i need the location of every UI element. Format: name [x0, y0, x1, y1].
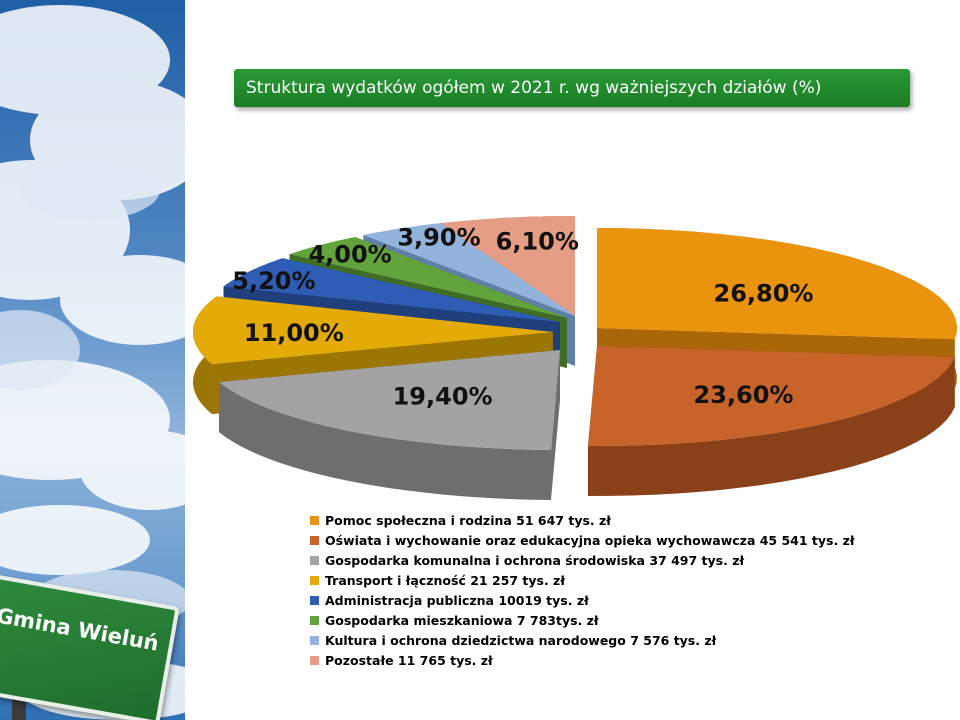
legend-item: Gospodarka mieszkaniowa 7 783tys. zł	[310, 610, 855, 630]
data-label-3-90: 3,90%	[397, 224, 480, 252]
legend-label: Transport i łączność 21 257 tys. zł	[325, 572, 565, 588]
pie-slice-side	[219, 382, 551, 500]
legend-item: Gospodarka komunalna i ochrona środowisk…	[310, 550, 855, 570]
legend-label: Gospodarka mieszkaniowa 7 783tys. zł	[325, 612, 599, 628]
data-label-23-60: 23,60%	[694, 381, 794, 409]
legend-swatch	[310, 555, 319, 565]
legend-swatch	[310, 575, 319, 585]
pie-slice-top	[363, 223, 575, 316]
pie-slice-top	[289, 237, 567, 318]
data-label-5-20: 5,20%	[232, 267, 315, 295]
pie-slice-top	[219, 350, 560, 450]
pie-slice-top	[193, 296, 553, 365]
legend-swatch	[310, 655, 319, 665]
legend-item: Kultura i ochrona dziedzictwa narodowego…	[310, 630, 855, 650]
legend-swatch	[310, 595, 319, 605]
data-label-4-00: 4,00%	[308, 240, 391, 268]
legend-swatch	[310, 635, 319, 645]
road-sign-text: Gmina Wieluń	[0, 603, 161, 656]
legend-item: Administracja publiczna 10019 tys. zł	[310, 590, 855, 610]
data-label-26-80: 26,80%	[714, 279, 814, 307]
data-label-19-40: 19,40%	[393, 382, 493, 410]
legend-swatch	[310, 515, 319, 525]
legend-label: Gospodarka komunalna i ochrona środowisk…	[325, 552, 745, 568]
pie-slice-top	[588, 346, 955, 446]
data-label-11-00: 11,00%	[244, 319, 344, 347]
legend-label: Oświata i wychowanie oraz edukacyjna opi…	[325, 532, 855, 548]
chart-legend: Pomoc społeczna i rodzina 51 647 tys. zł…	[310, 510, 855, 670]
legend-label: Pozostałe 11 765 tys. zł	[325, 652, 493, 668]
legend-item: Pomoc społeczna i rodzina 51 647 tys. zł	[310, 510, 855, 530]
pie-chart: 26,80% 23,60% 19,40% 11,00% 5,20%4,00%3,90% 6…	[193, 216, 957, 500]
pie-slice-top	[597, 228, 957, 340]
pie-slice-top	[223, 258, 560, 322]
legend-item: Oświata i wychowanie oraz edukacyjna opi…	[310, 530, 855, 550]
legend-item: Transport i łączność 21 257 tys. zł	[310, 570, 855, 590]
legend-swatch	[310, 535, 319, 545]
sky-background-image: Gmina Wieluń	[0, 0, 185, 720]
legend-swatch	[310, 615, 319, 625]
legend-item: Pozostałe 11 765 tys. zł	[310, 650, 855, 670]
pie-slice-top	[440, 216, 575, 316]
pie-slice-side	[588, 357, 955, 496]
data-label-6-10: 6,10%	[496, 227, 579, 255]
pie-slice-19-40	[219, 350, 560, 500]
legend-label: Administracja publiczna 10019 tys. zł	[325, 592, 589, 608]
pie-slice-23-60	[587, 346, 955, 496]
legend-label: Pomoc społeczna i rodzina 51 647 tys. zł	[325, 512, 611, 528]
legend-label: Kultura i ochrona dziedzictwa narodowego…	[325, 632, 717, 648]
chart-title: Struktura wydatków ogółem w 2021 r. wg w…	[234, 69, 910, 107]
